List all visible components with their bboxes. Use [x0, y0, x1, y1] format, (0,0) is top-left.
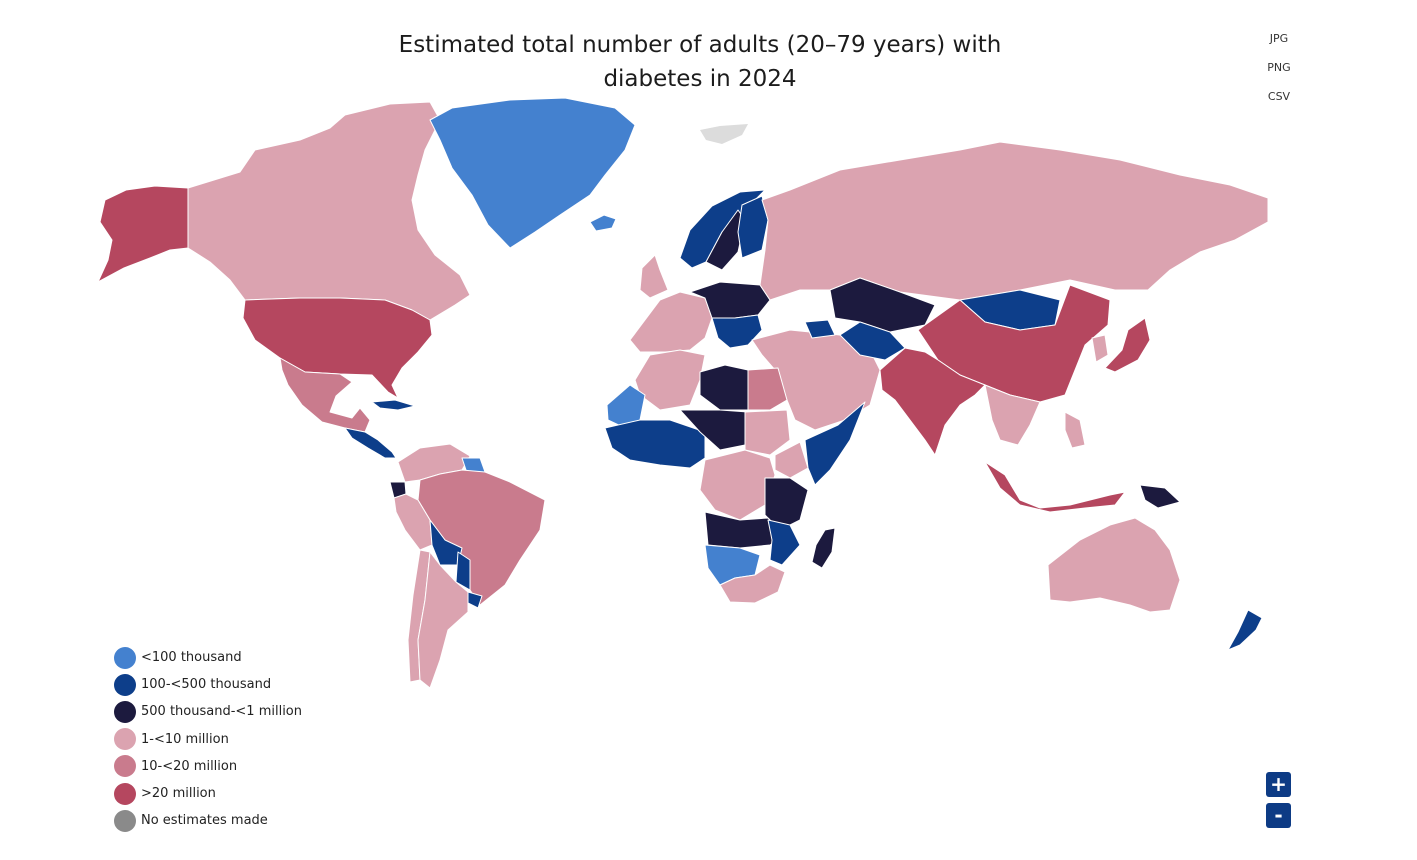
legend-item-1-10-million[interactable]: 1-<10 million — [114, 726, 302, 753]
legend-label: 1-<10 million — [141, 731, 229, 747]
export-csv-button[interactable]: CSV — [1267, 90, 1291, 103]
legend-label: No estimates made — [141, 813, 268, 829]
legend-label: >20 million — [141, 786, 216, 802]
region-sudan[interactable] — [744, 409, 791, 456]
region-finland[interactable] — [737, 195, 769, 259]
region-pakistan-india[interactable] — [879, 347, 986, 456]
region-central-america[interactable] — [344, 427, 397, 459]
region-iceland[interactable] — [589, 214, 617, 232]
region-philippines[interactable] — [1064, 411, 1086, 449]
legend-swatch — [114, 809, 136, 832]
legend-swatch — [114, 646, 136, 669]
region-greenland[interactable] — [429, 97, 636, 249]
region-russia[interactable] — [759, 141, 1269, 301]
legend-swatch — [114, 700, 136, 723]
region-no-data-svalbard — [700, 124, 748, 144]
region-papua-new-guinea[interactable] — [1139, 484, 1181, 509]
legend-item-10-20-million[interactable]: 10-<20 million — [114, 753, 302, 780]
region-uk-ireland[interactable] — [639, 254, 669, 299]
zoom-in-button[interactable]: + — [1266, 772, 1291, 797]
region-balkans[interactable] — [711, 314, 763, 349]
region-horn-of-africa[interactable] — [804, 401, 866, 486]
legend-swatch — [114, 673, 136, 696]
region-indonesia[interactable] — [984, 461, 1126, 513]
region-southeast-asia[interactable] — [984, 384, 1041, 446]
region-western-europe[interactable] — [629, 291, 713, 353]
region-south-africa[interactable] — [719, 564, 786, 604]
region-korea[interactable] — [1091, 334, 1109, 363]
export-menu: JPG PNG CSV — [1250, 24, 1308, 111]
legend-swatch — [114, 782, 136, 805]
region-libya[interactable] — [699, 364, 749, 411]
region-australia[interactable] — [1047, 517, 1181, 613]
zoom-out-button[interactable]: - — [1266, 803, 1291, 828]
region-argentina[interactable] — [417, 551, 469, 689]
legend: <100 thousand 100-<500 thousand 500 thou… — [114, 644, 302, 834]
map-title: Estimated total number of adults (20–79 … — [350, 28, 1050, 96]
region-paraguay[interactable] — [455, 551, 471, 591]
region-mexico[interactable] — [279, 357, 371, 433]
legend-item-over-20-million[interactable]: >20 million — [114, 780, 302, 807]
region-ethiopia[interactable] — [774, 441, 809, 479]
export-jpg-button[interactable]: JPG — [1269, 32, 1289, 45]
legend-item-100-500-thousand[interactable]: 100-<500 thousand — [114, 671, 302, 698]
legend-label: 10-<20 million — [141, 758, 238, 774]
legend-label: <100 thousand — [141, 650, 242, 666]
region-mozambique-malawi[interactable] — [767, 519, 801, 566]
region-east-africa[interactable] — [764, 477, 809, 531]
region-west-africa[interactable] — [604, 419, 706, 469]
region-central-africa[interactable] — [699, 449, 776, 521]
region-egypt[interactable] — [747, 367, 788, 411]
legend-item-no-estimates[interactable]: No estimates made — [114, 807, 302, 834]
legend-item-under-100-thousand[interactable]: <100 thousand — [114, 644, 302, 671]
region-madagascar[interactable] — [811, 527, 836, 569]
region-new-zealand[interactable] — [1227, 609, 1263, 651]
map-title-line-1: Estimated total number of adults (20–79 … — [398, 32, 1002, 58]
region-morocco-algeria[interactable] — [634, 349, 706, 411]
region-alaska[interactable] — [97, 185, 189, 283]
legend-label: 500 thousand-<1 million — [141, 704, 302, 720]
map-title-line-2: diabetes in 2024 — [603, 66, 797, 92]
legend-item-500-thousand-1-million[interactable]: 500 thousand-<1 million — [114, 698, 302, 725]
region-cuba[interactable] — [371, 399, 416, 411]
region-canada[interactable] — [187, 101, 471, 321]
legend-swatch — [114, 728, 136, 751]
region-japan[interactable] — [1104, 317, 1151, 373]
region-caucasus[interactable] — [804, 319, 836, 339]
legend-label: 100-<500 thousand — [141, 677, 272, 693]
export-png-button[interactable]: PNG — [1267, 61, 1291, 74]
legend-swatch — [114, 755, 136, 778]
